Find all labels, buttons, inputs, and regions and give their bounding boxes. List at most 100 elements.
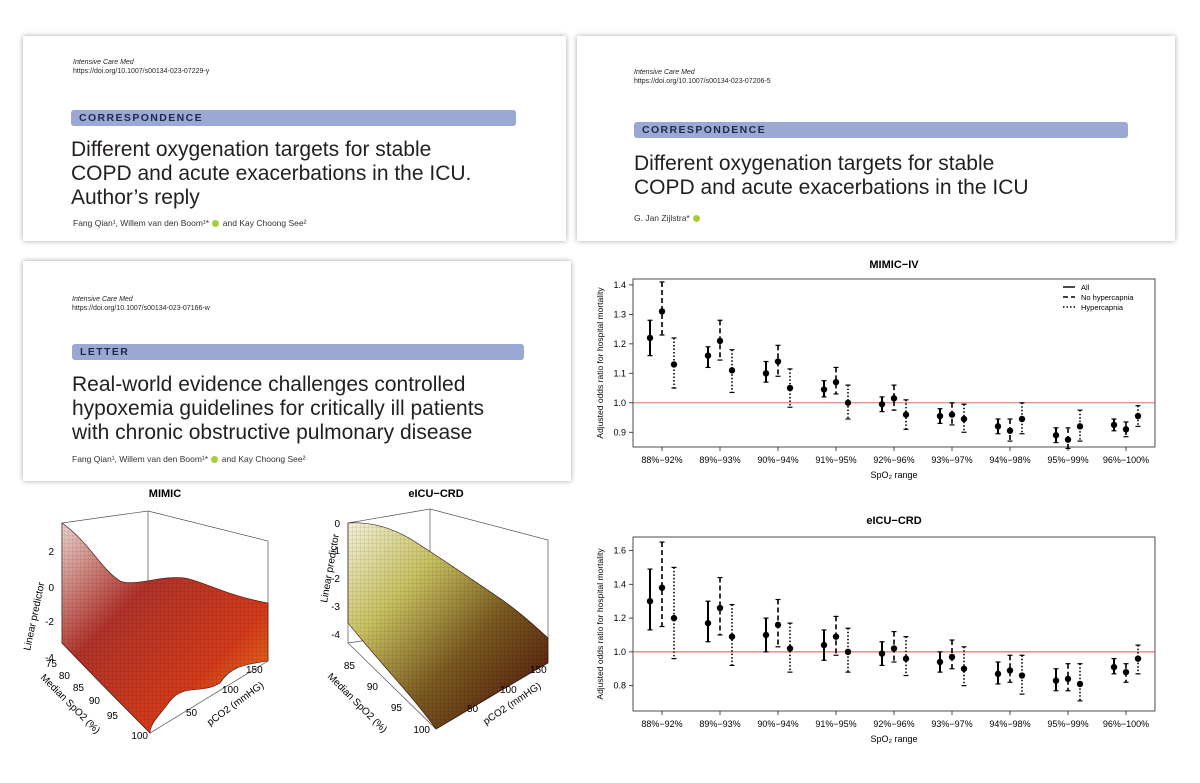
point-estimate	[762, 370, 770, 377]
x-tick: 150	[246, 665, 263, 676]
surface-title: eICU−CRD	[408, 488, 463, 500]
z-tick: -2	[45, 617, 54, 628]
point-estimate	[1018, 415, 1026, 423]
x-axis-label: SpO₂ range	[870, 734, 917, 744]
author-text: G. Jan Zijlstra*	[634, 213, 690, 223]
x-tick-label: 91%−95%	[815, 719, 856, 729]
x-tick-label: 88%−92%	[641, 455, 682, 465]
orcid-icon[interactable]	[212, 220, 220, 228]
point-estimate	[1064, 436, 1072, 443]
point-estimate	[1110, 421, 1118, 429]
section-banner: CORRESPONDENCE	[71, 110, 516, 126]
x-tick: 50	[467, 704, 479, 715]
surface-plots: MIMIC 2 0 -2 -4 Linear predictor 75 80 8…	[22, 488, 549, 742]
x-tick: 150	[530, 665, 547, 676]
y-tick-label: 1.2	[613, 613, 626, 623]
y-tick-label: 1.4	[613, 280, 626, 290]
author-list: Fang Qian¹, Willem van den Boom¹* and Ka…	[73, 218, 306, 228]
z-tick: -2	[331, 574, 340, 585]
section-label: CORRESPONDENCE	[79, 112, 204, 124]
mimic-iv-chart: MIMIC−IV 0.9 1.0 1.1 1.2 1.3 1.4 Adjusted odds …	[595, 259, 1156, 480]
x-tick-label: 91%−95%	[815, 455, 856, 465]
z-tick: -4	[45, 653, 54, 664]
x-tick-label: 92%−96%	[873, 455, 914, 465]
y-tick: 100	[131, 731, 148, 742]
author-text-rest: and Kay Choong See²	[220, 218, 307, 228]
y-tick: 85	[73, 683, 85, 694]
point-estimate	[994, 670, 1002, 678]
point-estimate	[786, 384, 794, 392]
y-tick-label: 1.0	[613, 647, 626, 657]
point-estimate	[1006, 427, 1014, 434]
point-estimate	[728, 367, 736, 374]
chart-title: eICU−CRD	[866, 515, 921, 527]
title-line: COPD and acute exacerbations in the ICU	[634, 176, 1029, 199]
article-card-author-reply: Intensive Care Med https://doi.org/10.10…	[23, 36, 566, 241]
x-tick-label: 95%−99%	[1047, 455, 1088, 465]
point-estimate	[716, 337, 724, 345]
point-estimate	[832, 378, 840, 386]
orcid-icon[interactable]	[211, 456, 219, 464]
point-estimate	[728, 633, 736, 640]
doi-link[interactable]: https://doi.org/10.1007/s00134-023-07166…	[72, 305, 210, 312]
x-tick-label: 94%−98%	[989, 455, 1030, 465]
z-tick: -1	[331, 546, 340, 557]
title-line: Real-world evidence challenges controlle…	[72, 373, 466, 396]
x-tick: 50	[186, 708, 198, 719]
y-axis-label: Median SpO2 (%)	[325, 671, 389, 735]
journal-name: Intensive Care Med	[634, 69, 695, 76]
point-estimate	[890, 395, 898, 402]
article-title: Real-world evidence challenges controlle…	[72, 373, 484, 445]
point-estimate	[878, 650, 886, 657]
z-tick: 0	[48, 583, 54, 594]
doi-link[interactable]: https://doi.org/10.1007/s00134-023-07229…	[73, 68, 210, 75]
z-tick: -3	[331, 602, 340, 613]
point-estimate	[890, 645, 898, 652]
point-estimate	[1006, 667, 1014, 674]
doi-link[interactable]: https://doi.org/10.1007/s00134-023-07206…	[634, 78, 771, 85]
x-tick-label: 90%−94%	[757, 719, 798, 729]
point-estimate	[820, 641, 828, 649]
point-estimate	[646, 334, 654, 342]
point-estimate	[820, 386, 828, 393]
point-estimate	[1018, 672, 1026, 679]
point-estimate	[762, 631, 770, 639]
y-tick: 90	[367, 682, 379, 693]
y-tick: 100	[413, 725, 430, 736]
point-estimate	[1134, 655, 1142, 662]
x-tick-label: 94%−98%	[989, 719, 1030, 729]
point-estimate	[902, 411, 910, 418]
x-tick-label: 88%−92%	[641, 719, 682, 729]
y-tick-label: 1.0	[613, 398, 626, 408]
y-axis-label: Adjusted odds ratio for hospital mortali…	[595, 548, 605, 700]
y-tick-label: 1.6	[613, 546, 626, 556]
point-estimate	[1122, 668, 1130, 676]
y-axis-label: Adjusted odds ratio for hospital mortali…	[595, 287, 605, 439]
x-tick-label: 89%−93%	[699, 455, 740, 465]
y-tick: 80	[59, 671, 71, 682]
y-tick: 90	[89, 696, 101, 707]
y-tick-label: 1.1	[613, 368, 626, 378]
z-axis-label: Linear predictor	[22, 581, 47, 652]
title-line: Different oxygenation targets for stable	[634, 152, 995, 175]
section-label: LETTER	[80, 346, 130, 358]
author-text-rest: and Kay Choong See²	[219, 454, 306, 464]
x-tick-label: 96%−100%	[1103, 719, 1149, 729]
article-card-letter: Intensive Care Med https://doi.org/10.10…	[23, 261, 571, 481]
point-estimate	[704, 352, 712, 359]
surface-mesh-grid	[62, 523, 268, 733]
point-estimate	[670, 361, 678, 368]
point-estimate	[936, 412, 944, 420]
x-tick-label: 93%−97%	[931, 719, 972, 729]
y-tick-label: 0.8	[613, 681, 626, 691]
point-estimate	[902, 655, 910, 662]
point-estimate	[960, 415, 968, 423]
z-axis-label: Linear predictor	[319, 533, 342, 604]
y-tick-label: 1.2	[613, 339, 626, 349]
point-estimate	[948, 653, 956, 661]
orcid-icon[interactable]	[693, 215, 701, 223]
y-tick-label: 0.9	[613, 427, 626, 437]
point-estimate	[670, 614, 678, 622]
point-estimate	[844, 648, 852, 656]
point-estimate	[1052, 432, 1060, 439]
